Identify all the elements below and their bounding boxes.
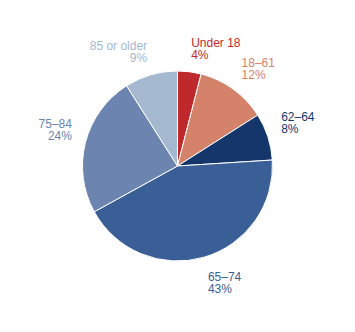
svg-text:18–6112%: 18–6112% bbox=[242, 56, 276, 82]
svg-text:75–8424%: 75–8424% bbox=[39, 117, 73, 143]
svg-text:62–648%: 62–648% bbox=[281, 110, 315, 136]
svg-text:65–7443%: 65–7443% bbox=[208, 270, 242, 296]
svg-text:Under 184%: Under 184% bbox=[191, 36, 241, 62]
svg-text:85 or older9%: 85 or older9% bbox=[90, 39, 148, 65]
